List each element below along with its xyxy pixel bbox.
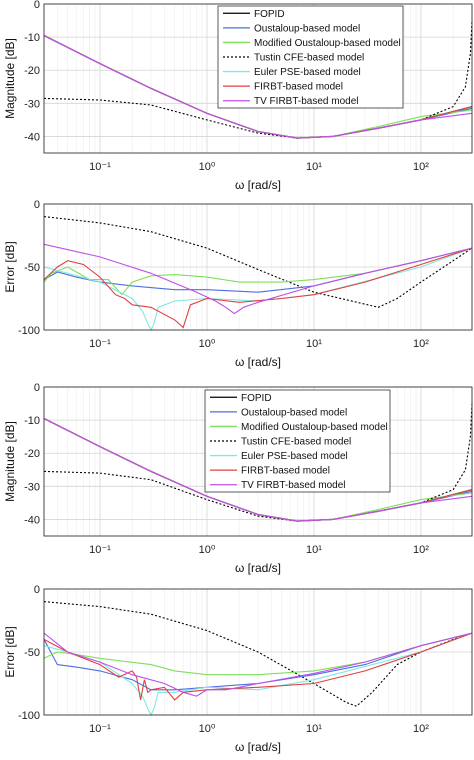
legend-entry: FOPID xyxy=(241,393,272,404)
y-tick-label: -50 xyxy=(24,262,40,274)
y-tick-label: -100 xyxy=(18,710,40,722)
y-axis-label: Magnitude [dB] xyxy=(3,38,17,119)
legend-entry: Tustin CFE-based model xyxy=(241,437,351,448)
x-tick-label: 10¹ xyxy=(306,723,322,735)
x-tick-label: 10² xyxy=(413,338,429,350)
series-line-oust xyxy=(43,632,473,691)
x-axis-label: ω [rad/s] xyxy=(235,561,281,575)
legend-entry: TV FIRBT-based model xyxy=(241,480,345,491)
legend-entry: Euler PSE-based model xyxy=(241,451,348,462)
y-tick-label: 0 xyxy=(34,584,40,596)
legend: FOPID Oustaloup-based model Modified Ousta… xyxy=(204,389,391,493)
x-tick-label: 10⁰ xyxy=(199,723,216,735)
x-tick-label: 10¹ xyxy=(306,544,322,556)
series-line-firbt xyxy=(43,247,473,329)
y-tick-label: -30 xyxy=(24,98,40,110)
y-tick-label: 0 xyxy=(34,0,40,11)
y-tick-label: 0 xyxy=(34,199,40,211)
x-tick-label: 10¹ xyxy=(306,161,322,173)
legend-entry: Oustaloup-based model xyxy=(254,23,360,34)
x-tick-label: 10⁻¹ xyxy=(89,723,111,735)
series-line-modoust xyxy=(43,247,473,296)
y-tick-label: -20 xyxy=(24,448,40,460)
legend-entry: Modified Oustaloup-based model xyxy=(241,422,388,433)
y-tick-label: -40 xyxy=(24,131,40,143)
chart-panel-1: 10⁻¹ 10⁰ 10¹ 10² 0 -10 -20 -30 -40 ω [rad/s] Magni… xyxy=(3,0,473,192)
legend-entry: Euler PSE-based model xyxy=(254,67,361,78)
y-axis-label: Error [dB] xyxy=(3,626,17,677)
x-axis-label: ω [rad/s] xyxy=(235,355,281,369)
x-tick-label: 10⁰ xyxy=(199,161,216,173)
series-line-firbt xyxy=(43,632,473,701)
chart-panel-2: 10⁻¹ 10⁰ 10¹ 10² 0 -50 -100 ω [rad/s] Error [dB] xyxy=(3,199,473,369)
axes-frame xyxy=(43,3,473,154)
legend-entry: Oustaloup-based model xyxy=(241,407,347,418)
legend-entry: TV FIRBT-based model xyxy=(254,96,358,107)
y-tick-label: -50 xyxy=(24,647,40,659)
x-tick-label: 10² xyxy=(413,161,429,173)
x-tick-label: 10² xyxy=(413,723,429,735)
y-axis-label: Error [dB] xyxy=(3,241,17,292)
x-tick-label: 10⁰ xyxy=(199,338,216,350)
series-line-tvfirbt xyxy=(43,243,473,315)
x-tick-label: 10¹ xyxy=(306,338,322,350)
y-tick-label: -30 xyxy=(24,481,40,493)
x-tick-label: 10⁻¹ xyxy=(89,338,111,350)
axes-frame xyxy=(43,588,473,716)
x-tick-label: 10⁰ xyxy=(199,544,216,556)
series-line-tvfirbt xyxy=(43,35,473,139)
chart-panel-3: 10⁻¹ 10⁰ 10¹ 10² 0 -10 -20 -30 -40 ω [rad/s] Magni… xyxy=(3,382,473,575)
axes-frame xyxy=(43,203,473,331)
x-tick-label: 10⁻¹ xyxy=(89,544,111,556)
legend-entry: Modified Oustaloup-based model xyxy=(254,38,401,49)
x-tick-label: 10² xyxy=(413,544,429,556)
y-tick-label: -20 xyxy=(24,65,40,77)
x-axis-label: ω [rad/s] xyxy=(235,178,281,192)
series-line-euler xyxy=(43,632,473,717)
legend-entry: Tustin CFE-based model xyxy=(254,53,364,64)
y-tick-label: -100 xyxy=(18,325,40,337)
x-tick-label: 10⁻¹ xyxy=(89,161,111,173)
legend-entry: FIRBT-based model xyxy=(241,466,330,477)
y-tick-label: -10 xyxy=(24,32,40,44)
axes-frame xyxy=(43,386,473,537)
chart-panel-4: 10⁻¹ 10⁰ 10¹ 10² 0 -50 -100 ω [rad/s] Error [dB] xyxy=(3,584,473,754)
legend-entry: FIRBT-based model xyxy=(254,82,343,93)
y-tick-label: -10 xyxy=(24,415,40,427)
x-axis-label: ω [rad/s] xyxy=(235,740,281,754)
series-line-tvfirbt xyxy=(43,418,473,522)
y-tick-label: 0 xyxy=(34,382,40,394)
legend-entry: FOPID xyxy=(254,9,285,20)
y-tick-label: -40 xyxy=(24,514,40,526)
legend: FOPID Oustaloup-based model Modified Ousta… xyxy=(217,5,404,109)
series-line-tvfirbt xyxy=(43,632,473,697)
y-axis-label: Magnitude [dB] xyxy=(3,421,17,502)
